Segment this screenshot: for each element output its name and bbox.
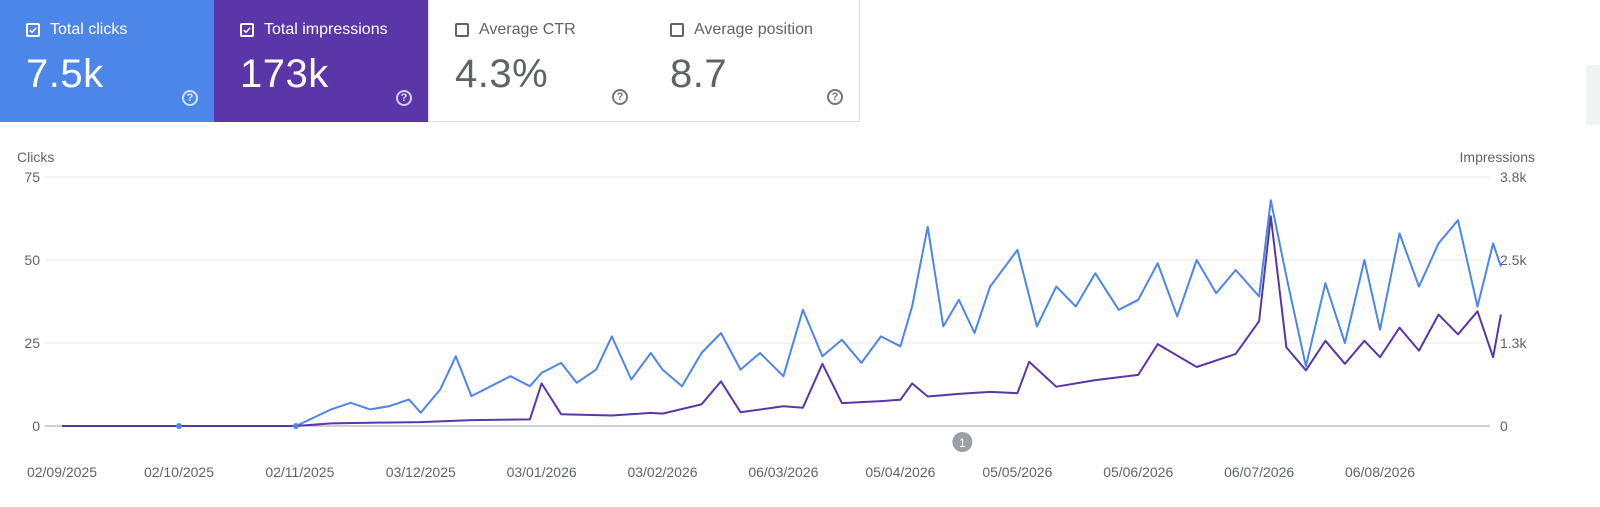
metric-value: 8.7: [670, 52, 728, 96]
y-right-tick-label: 3.8k: [1500, 169, 1527, 185]
x-tick-label: 06/03/2026: [748, 464, 818, 480]
help-icon[interactable]: ?: [182, 90, 198, 106]
metric-label: Total clicks: [50, 21, 128, 38]
help-icon[interactable]: ?: [612, 89, 628, 105]
y-left-tick-label: 25: [24, 335, 40, 351]
top-band: [860, 0, 1600, 65]
y-axis-right-label: Impressions: [1460, 149, 1535, 165]
metric-card-total-clicks[interactable]: Total clicks 7.5k ?: [0, 0, 214, 122]
x-tick-label: 05/04/2026: [865, 464, 935, 480]
metric-card-header: Average CTR: [455, 20, 644, 40]
metric-cards: Total clicks 7.5k ? Total impressions 17…: [0, 0, 860, 122]
x-tick-label: 03/01/2026: [507, 464, 577, 480]
metric-label: Average position: [694, 21, 813, 38]
help-icon[interactable]: ?: [827, 89, 843, 105]
metric-label: Total impressions: [264, 21, 388, 38]
scrollbar-track[interactable]: [1586, 65, 1600, 125]
x-tick-label: 05/06/2026: [1103, 464, 1173, 480]
x-tick-label: 03/02/2026: [627, 464, 697, 480]
x-tick-label: 03/12/2025: [386, 464, 456, 480]
x-tick-label: 06/07/2026: [1224, 464, 1294, 480]
annotation-badge[interactable]: [952, 432, 973, 452]
metric-card-header: Average position: [670, 20, 859, 40]
metric-label: Average CTR: [479, 21, 576, 38]
annotation-label: 1: [959, 436, 966, 450]
metric-card-average-ctr[interactable]: Average CTR 4.3% ?: [428, 0, 645, 122]
checkbox-unchecked-icon[interactable]: [455, 23, 469, 37]
metric-card-header: Total impressions: [240, 20, 428, 40]
y-right-tick-label: 2.5k: [1500, 252, 1527, 268]
performance-chart[interactable]: Clicks Impressions 75 3.8k 50 2.5k 25 1.3k 0 0 02/…: [0, 130, 1600, 507]
checkbox-unchecked-icon[interactable]: [670, 23, 684, 37]
checkbox-checked-icon[interactable]: [26, 23, 40, 37]
metric-card-average-position[interactable]: Average position 8.7 ?: [644, 0, 860, 122]
y-right-tick-label: 0: [1500, 418, 1508, 434]
series-line-impressions: [62, 215, 1502, 427]
x-tick-label: 06/08/2026: [1345, 464, 1415, 480]
metric-card-total-impressions[interactable]: Total impressions 173k ?: [214, 0, 428, 122]
y-right-tick-label: 1.3k: [1500, 335, 1527, 351]
y-left-tick-label: 75: [24, 169, 40, 185]
x-tick-label: 05/05/2026: [982, 464, 1052, 480]
y-axis-left-label: Clicks: [17, 149, 54, 165]
series-line-clicks: [62, 199, 1502, 427]
checkbox-checked-icon[interactable]: [240, 23, 254, 37]
y-left-tick-label: 50: [24, 252, 40, 268]
metric-value: 173k: [240, 52, 329, 96]
data-point-marker: [175, 423, 182, 429]
data-point-marker: [292, 423, 299, 429]
x-tick-label: 02/11/2025: [265, 464, 334, 480]
metric-value: 4.3%: [455, 52, 549, 96]
metric-value: 7.5k: [26, 52, 104, 96]
y-left-tick-label: 0: [32, 418, 40, 434]
x-tick-label: 02/10/2025: [144, 464, 214, 480]
help-icon[interactable]: ?: [396, 90, 412, 106]
metric-card-header: Total clicks: [26, 20, 214, 40]
x-tick-label: 02/09/2025: [27, 464, 97, 480]
